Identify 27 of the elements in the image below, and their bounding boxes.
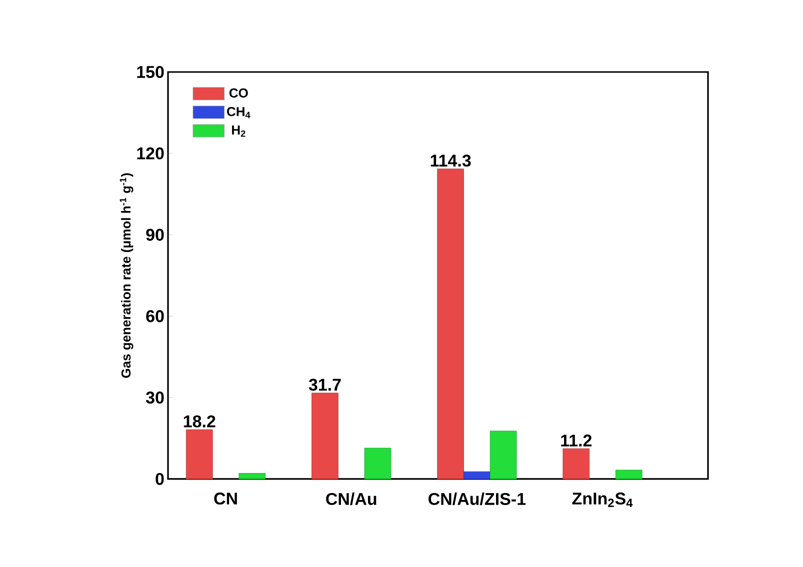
bar [562,448,590,480]
bar [186,429,213,480]
data-label: 31.7 [308,378,341,391]
y-tick-label: 0 [156,472,164,486]
y-tick-label: 30 [146,392,164,404]
bar [490,430,517,480]
y-axis-title: Gas generation rate (μmol h$^{-1}$ g$^{-1}$) [120,173,134,378]
y-tick-label: 60 [146,310,164,322]
data-label: 18.2 [184,415,216,428]
data-label: 114.3 [430,154,471,167]
x-tick-label: CN/Au/ZIS-1 [428,492,526,506]
y-tick-label: 90 [146,228,164,241]
bar [312,392,338,480]
bar [616,470,642,480]
bar [464,471,490,480]
bar [364,448,392,480]
x-tick-label: CN [214,492,237,505]
legend-label: CO [229,88,248,98]
y-tick-label: 150 [137,66,164,78]
x-tick-label: ZnIn$_{2}$S$_{4}$ [572,492,633,507]
data-label: 11.2 [561,434,592,446]
x-tick-label: CN/Au [326,492,376,506]
bar [437,168,464,480]
y-tick-label: 120 [137,147,164,160]
legend-label: CH$_{4}$ [227,106,250,118]
legend-label: H$_{2}$ [232,126,246,137]
bar [238,473,266,480]
